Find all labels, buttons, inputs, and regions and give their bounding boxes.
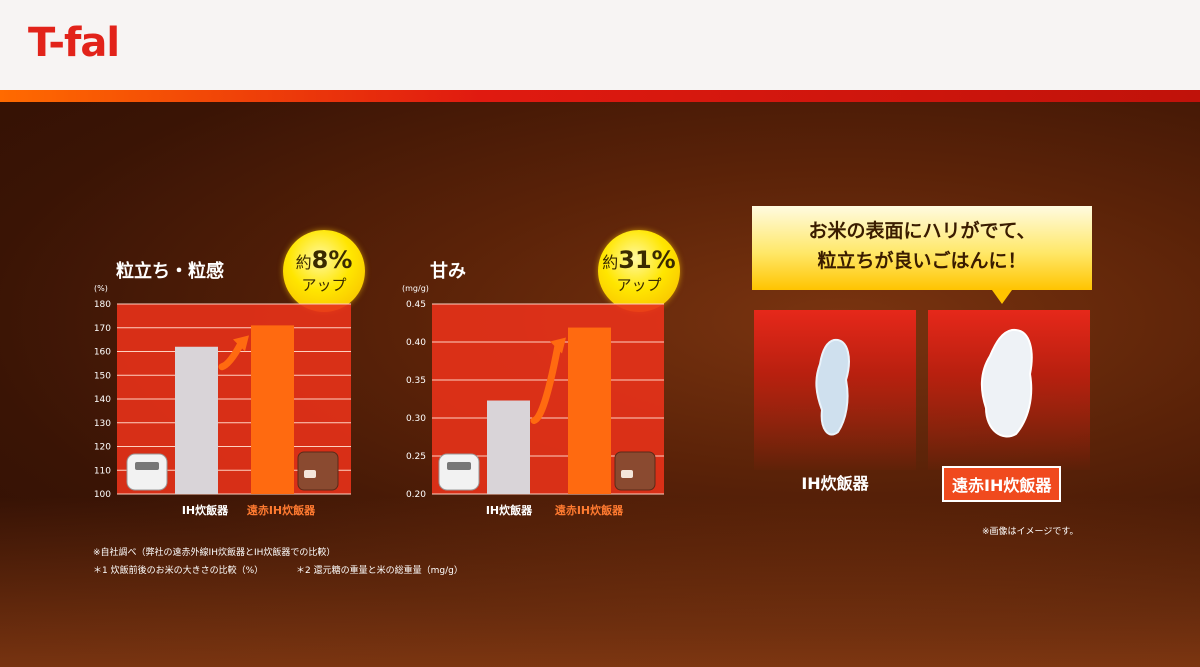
chart1-unit: (%) — [94, 284, 108, 293]
chart2-ytick-label: 0.20 — [406, 490, 426, 500]
chart2-bar-1 — [487, 400, 530, 494]
chart1-ytick-label: 170 — [94, 324, 111, 334]
footnote-1: ※自社調べ（弊社の遠赤外線IH炊飯器とIH炊飯器での比較） — [93, 548, 336, 558]
callout-line2: 粒立ちが良いごはんに！ — [817, 250, 1027, 272]
grain-panel-ih — [754, 310, 916, 470]
grain-enseki-icon — [980, 328, 1033, 438]
chart2-title: 甘み — [430, 261, 466, 282]
chart2-unit: (mg/g) — [402, 284, 429, 293]
chart1-ytick-label: 140 — [94, 395, 111, 405]
chart1-badge-value: 8% — [311, 246, 353, 274]
chart2-arrow-shaft — [530, 342, 562, 425]
chart2-category-ih: IH炊飯器 — [485, 504, 533, 517]
chart1-ytick-label: 180 — [94, 300, 111, 310]
chart2-arrow-head — [550, 337, 566, 354]
chart2-ytick-label: 0.30 — [406, 414, 426, 424]
chart2-ytick-label: 0.45 — [406, 300, 426, 310]
chart1-category-ih: IH炊飯器 — [181, 504, 229, 517]
chart1-ytick-label: 130 — [94, 419, 111, 429]
footnote-2a: ＊1 炊飯前後のお米の大きさの比較（%） — [93, 566, 264, 576]
chart1-ytick-label: 150 — [94, 371, 111, 381]
chart2-badge-suffix: アップ — [616, 276, 662, 294]
chart2-rice-cooker-ih-panel — [447, 462, 471, 470]
chart1-badge-prefix: 約 — [295, 253, 312, 272]
chart1-rice-cooker-enseki-panel — [304, 470, 316, 478]
callout-box: お米の表面にハリがでて、 粒立ちが良いごはんに！ — [752, 206, 1092, 290]
chart2-ytick-label: 0.25 — [406, 452, 426, 462]
chart1-title: 粒立ち・粒感 — [116, 261, 224, 282]
chart2-badge-value: 31% — [618, 246, 676, 274]
callout-tail — [992, 290, 1012, 304]
chart2-category-enseki: 遠赤IH炊飯器 — [554, 504, 624, 517]
chart2-bar-2 — [568, 327, 611, 494]
chart2-rice-cooker-enseki-panel — [621, 470, 633, 478]
chart2-badge-prefix: 約 — [602, 253, 619, 272]
chart1-bar-1 — [175, 346, 218, 494]
footnote-2b: ＊2 還元糖の重量と米の総重量（mg/g） — [296, 566, 463, 576]
chart2-ytick-label: 0.35 — [406, 376, 426, 386]
chart1-ytick-label: 110 — [94, 466, 111, 476]
chart1-rice-cooker-enseki-icon — [297, 451, 339, 491]
grain-panel-enseki — [928, 310, 1090, 470]
grain-label-enseki: 遠赤IH炊飯器 — [942, 466, 1062, 502]
chart1-ytick-label: 100 — [94, 490, 111, 500]
chart1-badge-suffix: アップ — [301, 276, 347, 294]
grain-label-ih: IH炊飯器 — [801, 474, 869, 493]
chart1-arrow-shaft — [218, 339, 245, 371]
chart2-rice-cooker-ih-icon — [438, 453, 480, 491]
header-bar: T-fal — [0, 0, 1200, 90]
chart1-category-enseki: 遠赤IH炊飯器 — [246, 504, 316, 517]
chart2-ytick-label: 0.40 — [406, 338, 426, 348]
image-note: ※画像はイメージです。 — [982, 527, 1079, 537]
callout-line1: お米の表面にハリがでて、 — [808, 220, 1036, 242]
chart1-ytick-label: 160 — [94, 348, 111, 358]
chart1-ytick-label: 120 — [94, 443, 111, 453]
chart2-badge: 約31% アップ — [598, 230, 680, 312]
tfal-logo: T-fal — [28, 20, 120, 66]
chart1-arrow-head — [233, 335, 249, 352]
chart2-rice-cooker-enseki-icon — [614, 451, 656, 491]
chart1-badge: 約8% アップ — [283, 230, 365, 312]
chart1-rice-cooker-ih-panel — [135, 462, 159, 470]
grain-ih-icon — [815, 338, 850, 436]
chart1-bar-2 — [251, 325, 294, 494]
